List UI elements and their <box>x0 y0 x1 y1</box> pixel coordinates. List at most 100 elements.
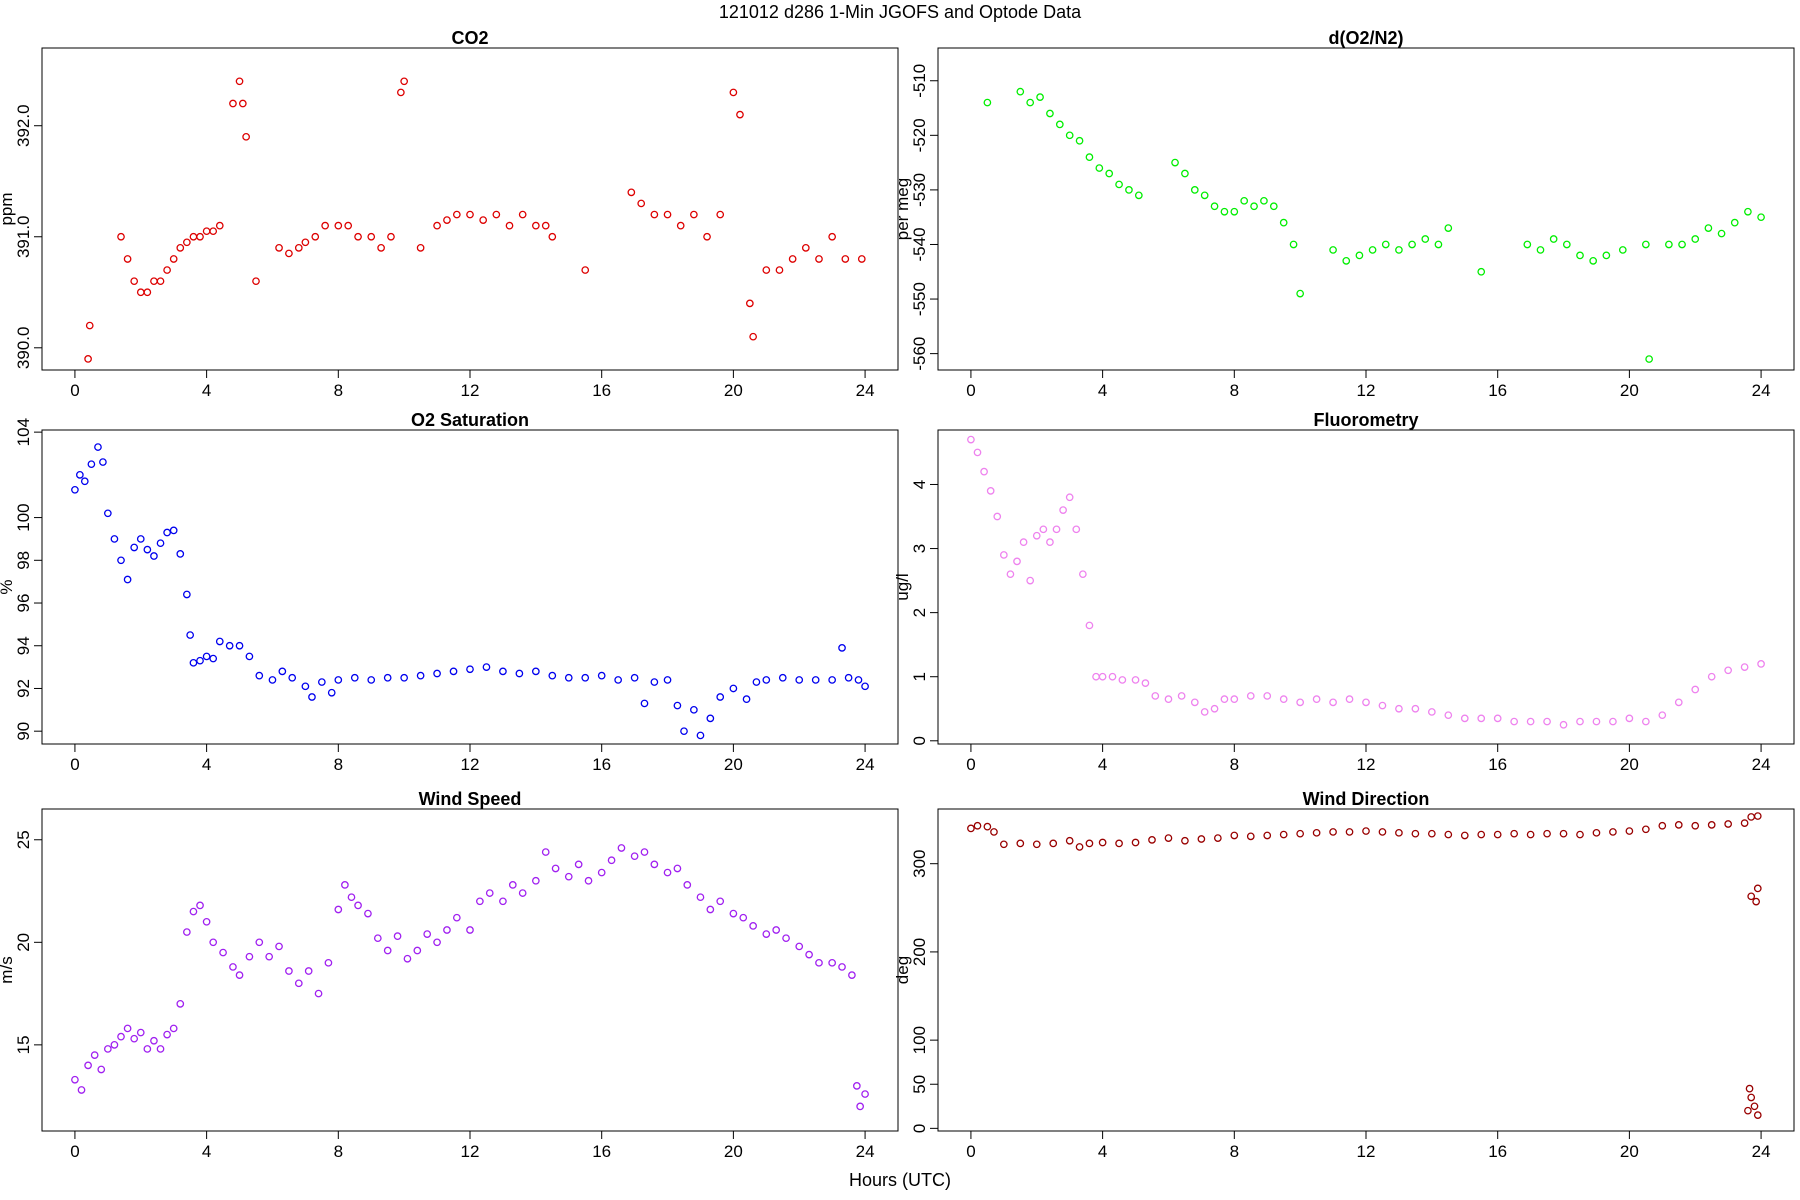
co2-ylabel: ppm <box>0 192 16 225</box>
wind-speed-ytick-label: 15 <box>14 1035 33 1054</box>
wind-speed-point <box>564 872 573 881</box>
wind-direction-point <box>1745 1084 1754 1093</box>
wind-direction-point <box>1378 828 1387 836</box>
d-o2-n2-plot-frame <box>937 47 1795 371</box>
fluorometry-plot-frame <box>937 429 1795 745</box>
co2-point <box>581 266 590 274</box>
o2-saturation-ytick-label: 100 <box>14 503 33 531</box>
fluorometry-point <box>1329 698 1337 707</box>
fluorometry-point <box>1164 695 1173 703</box>
d-o2-n2-point <box>1342 256 1351 265</box>
d-o2-n2-point <box>1329 246 1337 254</box>
o2-saturation-point <box>650 678 659 686</box>
fluorometry-ylabel: ug/l <box>893 573 912 600</box>
wind-speed-point <box>856 1102 864 1111</box>
wind-direction-xtick-label: 0 <box>966 1142 975 1161</box>
fluorometry-point <box>1609 717 1617 726</box>
wind-speed-point <box>341 881 349 889</box>
co2-point <box>301 238 310 247</box>
co2-point <box>690 210 698 219</box>
wind-direction-point <box>1148 836 1156 844</box>
d-o2-n2-ytick-label: -530 <box>910 173 929 207</box>
wind-direction-point <box>1362 827 1370 835</box>
wind-speed-point <box>541 848 550 856</box>
wind-direction-point <box>1747 892 1756 901</box>
d-o2-n2-point <box>1095 164 1104 172</box>
co2-point <box>841 255 850 263</box>
co2-ytick-label: 390.0 <box>14 327 33 370</box>
o2-saturation-point <box>301 682 310 691</box>
wind-speed-point <box>828 958 837 967</box>
co2-point <box>857 255 866 263</box>
wind-direction-point <box>1085 839 1094 848</box>
o2-saturation-point <box>680 727 688 736</box>
fluorometry-point <box>1641 717 1650 726</box>
o2-saturation-point <box>690 705 698 714</box>
fluorometry-point <box>1658 711 1667 720</box>
wind-direction-point <box>1477 830 1486 839</box>
wind-speed-point <box>84 1061 92 1070</box>
wind-speed-point <box>209 938 218 947</box>
d-o2-n2-xtick-label: 8 <box>1230 381 1239 400</box>
co2-panel: CO2 0 4 8 12 16 20 24 390.0 391.0 392.0 ppm <box>0 28 899 400</box>
co2-point <box>703 232 711 241</box>
wind-direction-point <box>1559 829 1568 838</box>
o2-saturation-point <box>334 676 343 684</box>
wind-speed-point <box>130 1034 139 1043</box>
wind-speed-point <box>852 1082 861 1090</box>
fluorometry-point <box>1085 621 1094 630</box>
d-o2-n2-point <box>1744 207 1752 216</box>
d-o2-n2-point <box>1046 109 1054 118</box>
wind-speed-point <box>294 979 303 988</box>
fluorometry-point <box>1098 672 1107 681</box>
wind-speed-point <box>354 901 362 910</box>
wind-direction-point <box>1115 839 1123 848</box>
o2-saturation-point <box>515 669 524 678</box>
wind-speed-point <box>584 876 593 885</box>
o2-saturation-point <box>163 528 171 537</box>
fluorometry-point <box>1052 525 1061 534</box>
wind-speed-point <box>663 868 672 877</box>
d-o2-n2-point <box>1421 235 1430 243</box>
wind-direction-point <box>1625 827 1634 835</box>
fluorometry-point <box>1190 698 1199 707</box>
o2-saturation-point <box>268 676 277 684</box>
wind-direction-point <box>990 828 998 836</box>
wind-direction-xtick-label: 16 <box>1488 1142 1507 1161</box>
d-o2-n2-point <box>1125 186 1133 194</box>
d-o2-n2-point <box>1230 207 1239 216</box>
wind-speed-plot-frame <box>41 808 899 1132</box>
wind-direction-plot-frame <box>937 808 1795 1132</box>
fluorometry-point <box>999 551 1008 559</box>
wind-speed-point <box>403 954 412 963</box>
o2-saturation-point <box>367 676 376 684</box>
wind-speed-point <box>476 897 484 906</box>
wind-direction-point <box>1296 829 1305 838</box>
d-o2-n2-point <box>1279 218 1288 227</box>
wind-speed-xtick-label: 24 <box>856 1142 875 1161</box>
co2-point <box>466 210 474 219</box>
o2-saturation-point <box>854 676 863 684</box>
o2-saturation-point <box>176 550 185 558</box>
o2-saturation-xtick-label: 8 <box>334 755 343 774</box>
o2-saturation-ytick-label: 104 <box>14 418 33 446</box>
fluorometry-ytick-label: 0 <box>910 736 929 745</box>
o2-saturation-point <box>183 590 191 599</box>
co2-xtick-label: 12 <box>461 381 480 400</box>
wind-direction-point <box>1312 828 1321 837</box>
o2-saturation-point <box>117 556 125 565</box>
fluorometry-xtick-label: 8 <box>1230 755 1239 774</box>
wind-direction-point <box>1049 839 1058 848</box>
wind-direction-point <box>1395 828 1403 837</box>
co2-xtick-label: 0 <box>70 381 79 400</box>
o2-saturation-point <box>278 667 287 676</box>
d-o2-n2-point <box>1678 240 1686 249</box>
wind-speed-point <box>508 881 517 889</box>
wind-direction-xtick-label: 8 <box>1230 1142 1239 1161</box>
co2-point <box>627 188 636 197</box>
wind-speed-point <box>551 864 560 873</box>
wind-speed-point <box>373 934 382 943</box>
co2-point <box>85 321 94 330</box>
co2-point <box>637 199 646 208</box>
